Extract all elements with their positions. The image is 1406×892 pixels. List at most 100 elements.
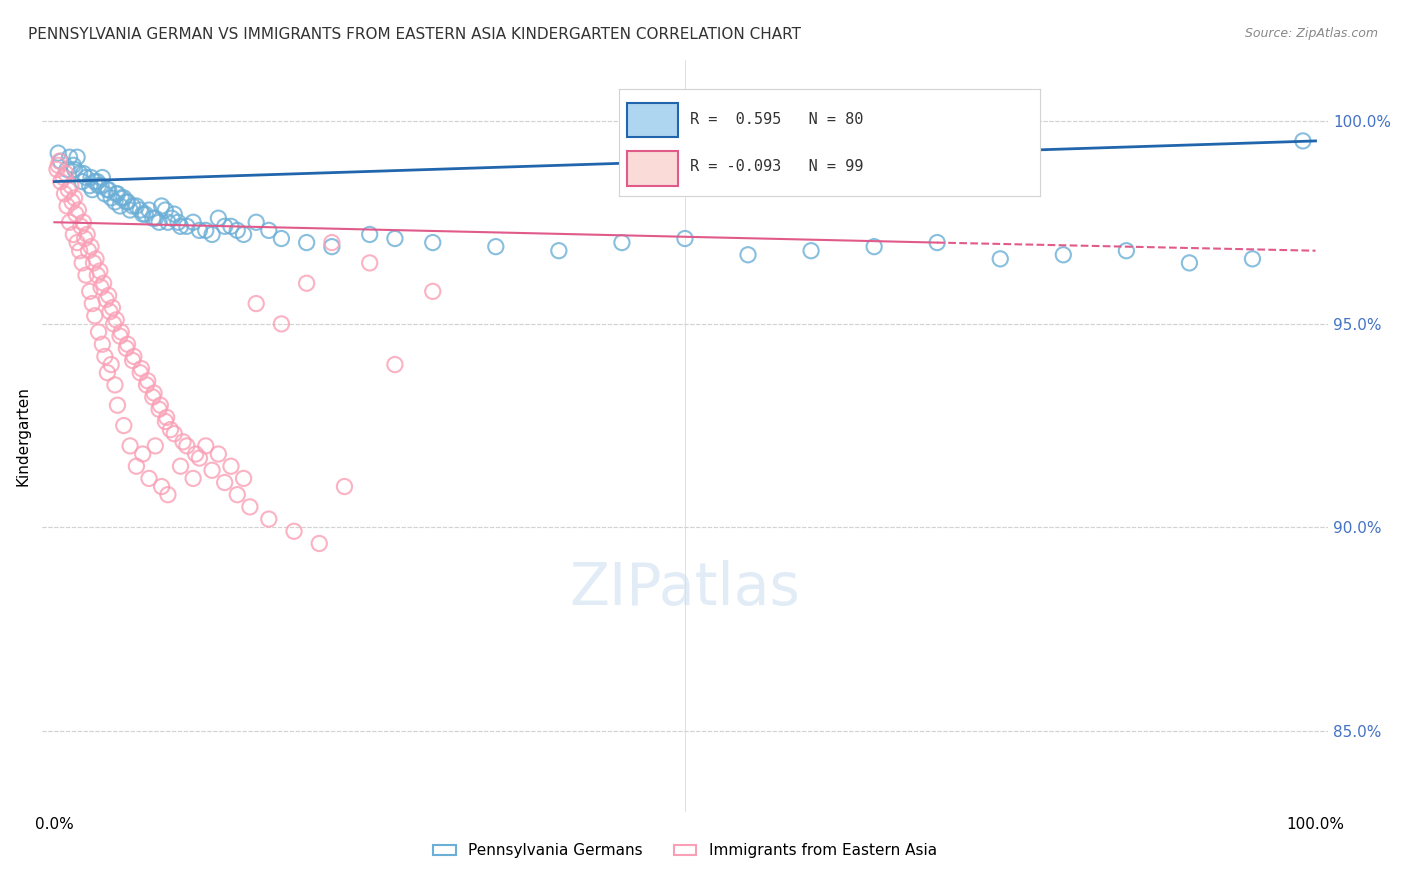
Point [77,244,100,258]
Point [59,178,82,193]
Point [65,207,87,221]
Point [101,301,124,315]
Point [94,186,117,201]
Point [1052,248,1074,262]
Point [58,215,80,229]
Text: ZIPatlas: ZIPatlas [569,559,800,616]
Point [1115,244,1137,258]
Point [100,358,122,372]
Point [87,178,110,193]
Point [105,313,128,327]
Point [207,447,229,461]
Point [69,244,91,258]
Point [97,183,120,197]
Point [232,227,254,242]
Point [422,285,444,299]
Point [257,223,280,237]
Point [104,378,127,392]
Point [82,183,104,197]
Point [201,227,224,242]
Point [283,524,305,539]
Point [150,199,173,213]
Point [87,325,110,339]
Point [245,296,267,310]
Point [104,194,127,209]
Point [219,459,242,474]
Point [107,398,129,412]
Point [163,207,186,221]
Point [176,439,198,453]
Point [159,423,181,437]
Point [66,150,89,164]
Point [112,191,135,205]
Point [122,350,145,364]
Point [70,175,93,189]
Point [143,439,166,453]
Text: PENNSYLVANIA GERMAN VS IMMIGRANTS FROM EASTERN ASIA KINDERGARTEN CORRELATION CHA: PENNSYLVANIA GERMAN VS IMMIGRANTS FROM E… [28,27,801,42]
Point [67,202,90,217]
Point [75,170,97,185]
Point [108,199,131,213]
Point [91,337,114,351]
Point [134,207,156,221]
Point [333,479,356,493]
Point [142,211,165,226]
Point [96,183,118,197]
Point [176,219,198,234]
Point [49,175,72,189]
Point [52,170,75,185]
Point [800,244,823,258]
Point [149,398,172,412]
Point [321,235,343,250]
Point [112,418,135,433]
Point [219,219,242,234]
Point [45,162,67,177]
Point [384,231,406,245]
Point [150,479,173,493]
Point [131,447,153,461]
Point [257,512,280,526]
Point [86,268,108,282]
Point [181,471,204,485]
Bar [627,103,678,137]
Point [83,175,105,189]
Point [188,451,211,466]
Text: R =  0.595   N = 80: R = 0.595 N = 80 [690,112,863,127]
Point [135,378,157,392]
Point [86,175,108,189]
Point [120,439,142,453]
Point [62,158,84,172]
Point [359,227,381,242]
Point [131,207,153,221]
Point [46,158,69,172]
Point [422,235,444,250]
Point [121,199,143,213]
Point [384,358,406,372]
Point [70,256,93,270]
Point [79,285,101,299]
Point [98,304,121,318]
Point [214,475,236,490]
Point [188,223,211,237]
Point [129,366,152,380]
Point [53,186,76,201]
Point [610,235,633,250]
Point [245,215,267,229]
Point [105,186,128,201]
Point [60,194,83,209]
Point [295,235,318,250]
Point [117,337,139,351]
Point [46,146,69,161]
Point [131,361,153,376]
Point [129,202,152,217]
Point [321,240,343,254]
Point [226,223,249,237]
Point [226,488,249,502]
Point [207,211,229,226]
Point [194,223,217,237]
Point [239,500,262,514]
Point [184,447,207,461]
Point [115,194,138,209]
Point [89,264,111,278]
Text: Source: ZipAtlas.com: Source: ZipAtlas.com [1244,27,1378,40]
